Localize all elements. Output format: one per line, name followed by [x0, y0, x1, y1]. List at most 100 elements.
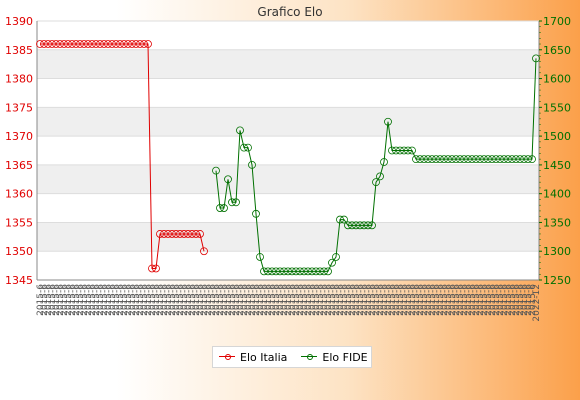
- legend-item-elo-italia: Elo Italia: [219, 351, 287, 364]
- point-elo-italia: [68, 40, 76, 48]
- x-tick-label: 2015-6: [84, 284, 94, 316]
- x-tick-label: 2015-6: [392, 284, 402, 316]
- x-tick-label: 2015-6: [528, 284, 538, 316]
- x-tick-label: 2015-6: [224, 284, 234, 316]
- x-tick-label: 2015-6: [196, 284, 206, 316]
- x-tick-label: 2015-6: [324, 284, 334, 316]
- x-tick-label: 2015-6: [344, 284, 354, 316]
- x-tick-label: 2015-6: [412, 284, 422, 316]
- right-tick-label: 1650: [543, 44, 571, 57]
- point-elo-fide: [492, 155, 500, 164]
- legend-label-elo-italia: Elo Italia: [240, 350, 288, 364]
- x-tick-label: 2015-6: [212, 284, 222, 316]
- point-elo-italia: [180, 230, 188, 238]
- x-tick-label: 2015-6: [492, 284, 502, 316]
- x-tick-label: 2015-6: [480, 284, 490, 316]
- point-elo-fide: [336, 215, 344, 224]
- point-elo-italia: [100, 40, 108, 48]
- x-tick-label: 2015-6: [336, 284, 346, 316]
- x-tick-label: 2015-6: [388, 284, 398, 316]
- point-elo-fide: [424, 155, 432, 164]
- point-elo-italia: [72, 40, 80, 48]
- x-tick-label: 2015-6: [452, 284, 462, 316]
- point-elo-fide: [440, 155, 448, 164]
- point-elo-fide: [252, 209, 260, 218]
- point-elo-fide: [444, 155, 452, 164]
- x-tick-label: 2015-6: [356, 284, 366, 316]
- point-elo-fide: [216, 204, 224, 212]
- x-tick-label: 2015-6: [68, 284, 78, 316]
- grid-band: [37, 49, 539, 79]
- x-tick-label: 2015-6: [440, 284, 450, 316]
- x-tick-label: 2015-6: [144, 284, 154, 316]
- x-tick-label: 2015-6: [64, 284, 74, 316]
- point-elo-fide: [460, 155, 468, 164]
- point-elo-fide: [316, 267, 324, 276]
- x-tick-label: 2015-6: [232, 284, 242, 316]
- point-elo-fide: [396, 146, 404, 155]
- point-elo-italia: [120, 40, 128, 48]
- point-elo-fide: [376, 172, 384, 181]
- point-elo-italia: [132, 40, 140, 48]
- point-elo-fide: [308, 267, 316, 276]
- point-elo-fide: [328, 258, 336, 267]
- point-elo-fide: [236, 126, 244, 135]
- point-elo-fide: [296, 267, 304, 276]
- x-tick-label: 2015-6: [228, 284, 238, 316]
- point-elo-fide: [472, 155, 480, 164]
- point-elo-fide: [240, 143, 248, 152]
- point-elo-fide: [488, 155, 496, 164]
- point-elo-fide: [284, 267, 292, 276]
- point-elo-italia: [108, 40, 116, 48]
- x-tick-label: 2015-6: [408, 284, 418, 316]
- point-elo-fide: [500, 155, 508, 164]
- point-elo-italia: [104, 40, 112, 48]
- x-tick-label: 2015-6: [100, 284, 110, 316]
- point-elo-italia: [184, 230, 192, 238]
- x-tick-label: 2015-6: [304, 284, 314, 316]
- chart-title: Grafico Elo: [257, 5, 322, 19]
- point-elo-italia: [176, 230, 184, 238]
- point-elo-italia: [128, 40, 136, 48]
- x-tick-label: 2015-6: [404, 284, 414, 316]
- x-tick-label: 2015-6: [132, 284, 142, 316]
- x-tick-label: 2015-6: [484, 284, 494, 316]
- point-elo-italia: [40, 40, 48, 48]
- x-tick-label: 2015-6: [188, 284, 198, 316]
- x-tick-label: 2015-6: [184, 284, 194, 316]
- x-tick-label: 2015-6: [384, 284, 394, 316]
- point-elo-fide: [340, 215, 348, 224]
- point-elo-italia: [160, 230, 168, 238]
- point-elo-italia: [112, 40, 120, 48]
- point-elo-fide: [468, 155, 476, 164]
- point-elo-fide: [448, 155, 456, 164]
- x-tick-label: 2015-6: [368, 284, 378, 316]
- point-elo-fide: [372, 178, 380, 187]
- x-tick-label: 2015-6: [476, 284, 486, 316]
- x-tick-label: 2015-6: [96, 284, 106, 316]
- point-elo-fide: [532, 54, 540, 63]
- point-elo-italia: [60, 40, 68, 48]
- grid-band: [37, 107, 539, 137]
- x-tick-label: 2015-6: [272, 284, 282, 316]
- x-tick-label: 2015-6: [316, 284, 326, 316]
- left-tick-label: 1350: [5, 245, 33, 258]
- point-elo-italia: [80, 40, 88, 48]
- point-elo-italia: [140, 40, 148, 48]
- x-tick-label: 2015-6: [456, 284, 466, 316]
- x-tick-label: 2015-6: [504, 284, 514, 316]
- point-elo-fide: [452, 155, 460, 164]
- right-tick-label: 1600: [543, 73, 571, 86]
- point-elo-italia: [148, 264, 156, 273]
- point-elo-fide: [248, 160, 256, 169]
- x-tick-label: 2015-6: [156, 284, 166, 316]
- point-elo-fide: [476, 155, 484, 164]
- x-tick-label: 2015-6: [332, 284, 342, 316]
- point-elo-fide: [260, 267, 268, 276]
- point-elo-italia: [84, 40, 92, 48]
- x-tick-label: 2015-6: [380, 284, 390, 316]
- x-tick-label: 2015-6: [88, 284, 98, 316]
- x-tick-label: 2015-6: [40, 284, 50, 316]
- x-tick-label: 2015-6: [512, 284, 522, 316]
